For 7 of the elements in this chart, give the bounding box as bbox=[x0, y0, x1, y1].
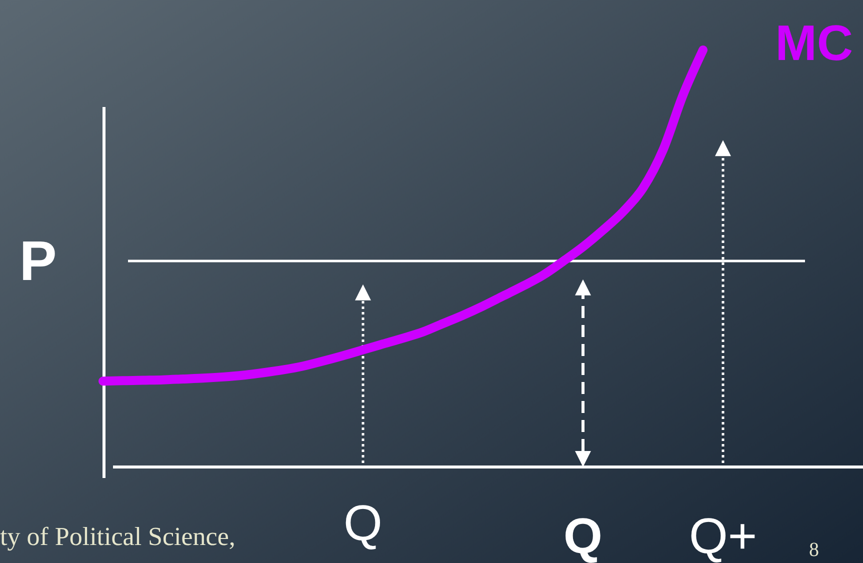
text: ty of Political Science, bbox=[0, 522, 236, 551]
x-tick-label: Q+ bbox=[688, 508, 758, 563]
x-tick-label: Q bbox=[564, 508, 602, 563]
y-axis-title: P bbox=[19, 229, 57, 292]
series-label: MC bbox=[775, 15, 853, 71]
text: 8 bbox=[809, 539, 819, 561]
x-tick-label: Q bbox=[344, 495, 382, 551]
